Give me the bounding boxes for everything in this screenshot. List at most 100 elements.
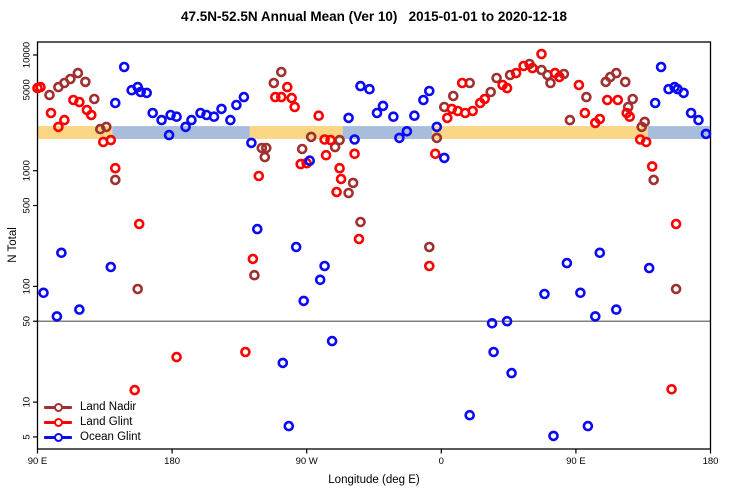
data-point-land-nadir	[329, 141, 341, 153]
data-point-land-glint	[289, 101, 301, 113]
data-point-land-nadir	[648, 174, 660, 186]
data-point-land-glint	[45, 107, 57, 119]
data-point-ocean-glint	[283, 420, 295, 432]
data-point-ocean-glint	[582, 420, 594, 432]
data-point-ocean-glint	[423, 85, 435, 97]
data-point-ocean-glint	[277, 357, 289, 369]
data-point-ocean-glint	[246, 137, 257, 149]
legend-label: Land Glint	[80, 416, 133, 428]
data-point-ocean-glint	[700, 128, 712, 140]
data-point-land-nadir	[619, 76, 631, 88]
data-point-ocean-glint	[488, 346, 499, 358]
data-point-land-nadir	[268, 77, 280, 89]
data-point-ocean-glint	[326, 335, 338, 347]
data-point-ocean-glint	[649, 97, 661, 109]
data-point-ocean-glint	[438, 152, 450, 164]
data-point-land-nadir	[305, 131, 317, 143]
data-point-land-nadir	[536, 64, 547, 76]
data-point-ocean-glint	[409, 110, 420, 121]
data-point-ocean-glint	[589, 311, 601, 322]
data-point-land-glint	[479, 93, 491, 105]
x-tick-label: 180	[164, 456, 180, 467]
data-point-ocean-glint	[165, 109, 176, 121]
data-point-land-nadir	[491, 72, 502, 84]
data-point-land-nadir	[423, 241, 435, 253]
data-point-land-glint	[59, 114, 70, 126]
plot-border	[36, 41, 712, 450]
data-point-ocean-glint	[195, 107, 206, 119]
x-tick-label: 90 E	[28, 456, 48, 467]
data-point-ocean-glint	[343, 112, 354, 124]
data-point-land-glint	[501, 82, 513, 94]
data-point-land-glint	[666, 383, 677, 395]
data-point-ocean-glint	[74, 304, 85, 315]
data-point-ocean-glint	[464, 409, 476, 421]
data-point-land-glint	[423, 260, 435, 272]
data-point-land-glint	[601, 94, 613, 106]
data-point-land-glint	[456, 77, 468, 89]
data-point-ocean-glint	[56, 247, 67, 259]
data-point-land-glint	[612, 94, 624, 106]
data-point-ocean-glint	[575, 287, 586, 299]
data-point-ocean-glint	[314, 274, 326, 286]
data-point-ocean-glint	[655, 61, 667, 73]
data-point-ocean-glint	[180, 121, 191, 133]
data-point-ocean-glint	[685, 107, 697, 119]
data-point-land-glint	[334, 162, 345, 174]
data-point-land-glint	[269, 91, 281, 103]
data-point-land-nadir	[65, 73, 76, 85]
data-point-ocean-glint	[643, 262, 655, 274]
data-point-ocean-glint	[594, 247, 606, 259]
data-point-land-nadir	[296, 143, 308, 155]
data-point-ocean-glint	[355, 80, 366, 92]
data-point-land-glint	[129, 384, 140, 396]
data-point-ocean-glint	[105, 261, 117, 273]
data-point-ocean-glint	[135, 86, 146, 98]
y-tick-label: 5000	[22, 79, 33, 100]
surface-band-ocean	[647, 126, 711, 139]
data-point-land-glint	[105, 134, 117, 146]
land-nadir-marker-icon	[44, 402, 72, 413]
surface-band-ocean	[112, 126, 250, 139]
x-tick-label: 180	[703, 456, 719, 467]
data-point-land-glint	[319, 134, 330, 145]
y-axis-title: N Total	[7, 227, 19, 263]
data-point-land-glint	[335, 173, 347, 185]
data-point-land-glint	[510, 67, 522, 79]
data-point-land-glint	[74, 96, 85, 108]
data-point-ocean-glint	[38, 287, 49, 299]
data-point-ocean-glint	[231, 99, 242, 111]
data-point-ocean-glint	[51, 311, 63, 322]
data-point-ocean-glint	[548, 430, 559, 442]
legend: Land Nadir Land Glint Ocean Glint	[44, 400, 141, 445]
data-point-ocean-glint	[539, 288, 550, 300]
data-point-ocean-glint	[371, 107, 383, 119]
land-glint-marker-icon	[44, 417, 72, 428]
data-point-land-glint	[110, 162, 121, 174]
data-point-ocean-glint	[349, 134, 360, 145]
data-point-land-glint	[646, 161, 658, 172]
x-tick-label: 90 E	[566, 456, 586, 467]
y-tick-label: 5	[22, 434, 33, 439]
data-point-land-nadir	[334, 134, 345, 146]
y-tick-label: 500	[22, 198, 33, 214]
data-point-ocean-glint	[225, 114, 236, 126]
data-point-land-nadir	[564, 114, 576, 126]
data-point-land-glint	[624, 111, 636, 122]
y-tick-label: 50	[22, 316, 33, 327]
legend-label: Ocean Glint	[80, 431, 141, 443]
data-point-land-nadir	[355, 216, 366, 228]
data-point-land-glint	[441, 112, 453, 124]
data-point-land-glint	[331, 186, 342, 198]
data-point-land-nadir	[259, 151, 271, 163]
data-point-land-nadir	[80, 76, 91, 88]
data-point-land-nadir	[110, 174, 121, 186]
surface-band-land	[432, 126, 648, 139]
data-point-land-glint	[53, 121, 64, 133]
data-point-land-glint	[171, 351, 182, 363]
data-point-ocean-glint	[118, 61, 130, 73]
data-point-land-nadir	[431, 132, 443, 144]
data-point-land-nadir	[627, 93, 639, 105]
y-tick-label: 100	[22, 278, 33, 294]
